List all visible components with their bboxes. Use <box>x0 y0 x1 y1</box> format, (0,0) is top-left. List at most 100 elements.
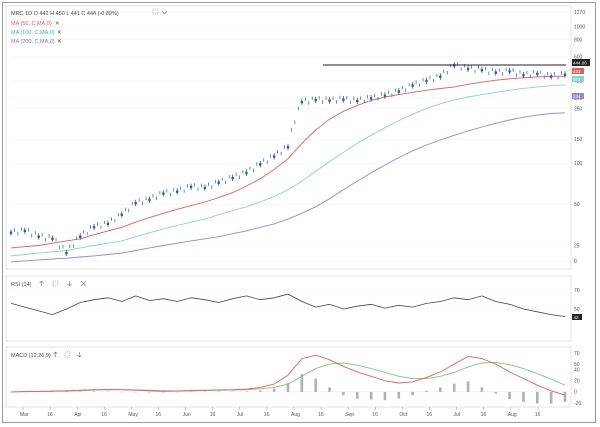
rsi-panel[interactable] <box>5 275 572 342</box>
last-price-tag-bg <box>572 59 590 66</box>
price-candle-body <box>148 198 151 201</box>
time-tick-label: Apr <box>74 412 82 418</box>
ma200-tag: 234 <box>573 94 581 99</box>
price-panel[interactable] <box>5 5 572 270</box>
remove-ma100-icon[interactable]: ✕ <box>57 30 62 36</box>
time-tick-label: 16 <box>372 412 378 418</box>
price-candle-body <box>314 98 317 102</box>
time-tick-label: 16 <box>264 412 270 418</box>
ma100-tag: 374 <box>573 77 581 82</box>
time-tick-label: Jul <box>237 412 243 418</box>
rsi-arrow-up-icon[interactable] <box>39 280 44 286</box>
macd-histogram-bar <box>259 390 262 392</box>
ma50-tag-bg <box>572 68 584 74</box>
macd-histogram-bar <box>162 391 165 393</box>
price-axis: 1270100080060040030025015010050250 <box>574 10 585 265</box>
ma200-tag-bg <box>572 93 584 99</box>
ma50-line <box>10 75 566 249</box>
macd-tick-label: 0 <box>574 390 577 396</box>
macd-histogram-bar <box>328 387 331 392</box>
rsi-settings-icon[interactable] <box>52 280 59 287</box>
macd-series-line <box>10 354 566 396</box>
macd-legend: MACD (12,26,9) <box>11 353 51 359</box>
price-candle-body <box>189 185 193 189</box>
macd-tick-label: 40 <box>574 367 580 373</box>
macd-histogram-bar <box>342 391 345 396</box>
time-tick-label: May <box>128 412 138 418</box>
rsi-tag-bg <box>572 314 582 320</box>
time-tick-label: Sep <box>345 412 354 418</box>
price-candle-body <box>369 97 373 100</box>
rsi-axis: 70 50 <box>574 288 580 313</box>
price-tick-label: 600 <box>574 55 583 61</box>
ma50-legend: MA (50, C,MA,0) <box>11 21 52 27</box>
macd-histogram-bar <box>563 391 567 402</box>
price-candle-body <box>466 67 470 71</box>
price-candle-body <box>23 229 27 233</box>
macd-histogram-bar <box>314 378 317 392</box>
macd-histogram-bar <box>439 387 442 392</box>
macd-panel[interactable] <box>5 346 572 408</box>
time-tick-label: Mar <box>20 412 29 418</box>
price-tick-label: 0 <box>574 259 577 265</box>
price-tick-label: 150 <box>574 137 583 143</box>
macd-tick-label: 70 <box>574 351 580 357</box>
ma-series-line <box>10 84 566 257</box>
time-tick-label: Aug <box>291 412 300 418</box>
macd-histogram-bar <box>452 383 456 392</box>
price-tick-label: 100 <box>574 161 583 167</box>
chevron-down-icon[interactable] <box>161 10 168 15</box>
price-candle-body <box>383 94 387 97</box>
price-candle-body <box>536 72 539 76</box>
price-candle-body <box>286 146 290 149</box>
time-tick-label: 16 <box>101 412 107 418</box>
price-candle-body <box>522 74 525 77</box>
ma200-line <box>10 112 566 263</box>
macd-histogram-bar <box>383 391 387 401</box>
stock-chart[interactable]: MRC 1D O 442 H 450 L 441 C 444 (-0.89%) … <box>3 3 595 422</box>
price-candle-body <box>106 222 110 226</box>
price-candle-body <box>411 84 414 87</box>
time-tick-label: 16 <box>210 412 216 418</box>
price-tick-label: 1000 <box>574 24 585 30</box>
macd-settings-icon[interactable] <box>64 351 71 358</box>
macd-tick-label: -20 <box>574 401 581 407</box>
last-price-tag: 444.00 <box>573 61 587 66</box>
macd-histogram-bar <box>272 388 276 392</box>
ma50-tag: 433 <box>573 69 581 74</box>
price-candle-body <box>217 181 220 184</box>
price-candle-body <box>397 90 400 93</box>
time-tick-label: 16 <box>47 412 53 418</box>
time-tick-label: 16 <box>535 412 541 418</box>
rsi-close-icon[interactable] <box>80 280 87 287</box>
price-candle-body <box>356 99 359 103</box>
price-candle-body <box>300 100 304 104</box>
price-candle-body <box>272 155 276 158</box>
price-tick-label: 250 <box>574 107 583 113</box>
remove-ma50-icon[interactable]: ✕ <box>55 21 60 27</box>
settings-icon[interactable] <box>152 8 159 15</box>
macd-histogram-bar <box>397 391 401 399</box>
time-tick-label: Jul <box>454 412 460 418</box>
ma100-line <box>10 84 566 257</box>
price-candle-body <box>563 73 567 76</box>
remove-ma200-icon[interactable]: ✕ <box>57 39 62 45</box>
price-candle-body <box>259 163 262 166</box>
time-tick-label: 16 <box>481 412 487 418</box>
rsi-arrow-down-icon[interactable] <box>67 281 72 287</box>
macd-histogram-bar <box>536 391 539 404</box>
macd-arrow-up-icon[interactable] <box>53 351 58 357</box>
price-candle-body <box>342 98 345 101</box>
macd-histogram-bar <box>245 391 248 392</box>
price-candle-body <box>549 75 553 78</box>
ma100-tag-bg <box>572 76 584 82</box>
macd-histogram-bar <box>355 391 359 399</box>
macd-arrow-down-icon[interactable] <box>77 352 82 358</box>
price-candles <box>9 61 567 257</box>
macd-line <box>10 354 566 396</box>
time-tick-label: Oct <box>399 412 407 418</box>
price-candle-body <box>176 190 179 193</box>
macd-histogram-bar <box>466 381 470 392</box>
symbol-legend: MRC 1D O 442 H 450 L 441 C 444 (-0.89%) <box>11 11 119 17</box>
